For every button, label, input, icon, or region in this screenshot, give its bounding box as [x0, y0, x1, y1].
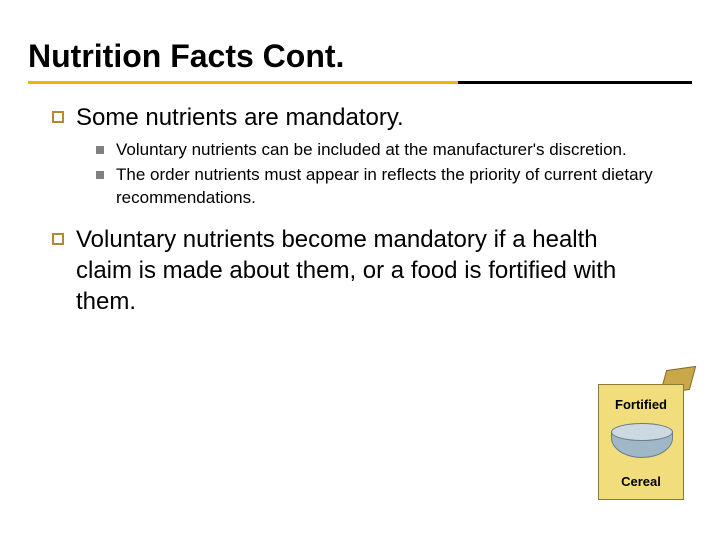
square-bullet-icon [52, 233, 64, 245]
square-bullet-icon [52, 111, 64, 123]
cereal-bowl-icon [611, 423, 673, 459]
bowl-top [611, 423, 673, 441]
cereal-box-illustration: Fortified Cereal [598, 378, 690, 504]
bullet-item: Voluntary nutrients become mandatory if … [52, 224, 692, 318]
sub-list: Voluntary nutrients can be included at t… [96, 139, 692, 210]
underline-accent [28, 81, 458, 84]
box-bottom-label: Cereal [599, 474, 683, 489]
box-body: Fortified Cereal [598, 384, 684, 500]
title-underline [28, 81, 692, 84]
sub-bullet-text: Voluntary nutrients can be included at t… [116, 139, 627, 162]
slide-title: Nutrition Facts Cont. [28, 38, 692, 75]
sub-bullet-text: The order nutrients must appear in refle… [116, 164, 692, 210]
content-area: Some nutrients are mandatory. Voluntary … [28, 102, 692, 318]
small-square-bullet-icon [96, 146, 104, 154]
slide: Nutrition Facts Cont. Some nutrients are… [0, 0, 720, 540]
bullet-text: Voluntary nutrients become mandatory if … [76, 224, 636, 318]
sub-bullet-item: The order nutrients must appear in refle… [96, 164, 692, 210]
sub-bullet-item: Voluntary nutrients can be included at t… [96, 139, 692, 162]
small-square-bullet-icon [96, 171, 104, 179]
bullet-text: Some nutrients are mandatory. [76, 102, 404, 133]
underline-dark [458, 81, 692, 84]
bullet-item: Some nutrients are mandatory. [52, 102, 692, 133]
box-top-label: Fortified [599, 397, 683, 412]
